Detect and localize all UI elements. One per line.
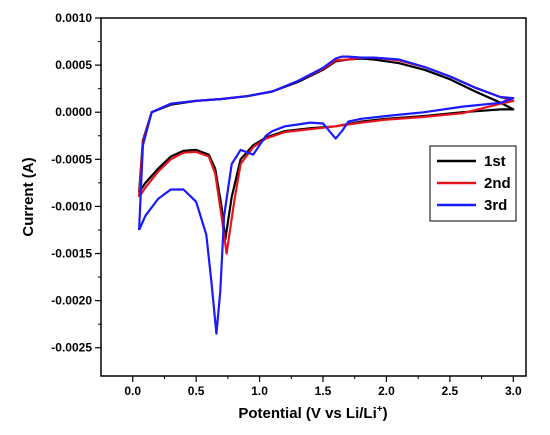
series-line-3 — [138, 55, 515, 335]
y-tick-label: -0.0015 — [51, 247, 92, 261]
y-tick-label: 0.0000 — [55, 105, 92, 119]
y-tick-label: -0.0005 — [51, 152, 92, 166]
legend-label: 2nd — [484, 175, 511, 192]
legend-label: 1st — [484, 153, 506, 170]
x-tick-label: 1.5 — [315, 384, 332, 398]
x-tick-label: 0.0 — [124, 384, 141, 398]
x-tick-label: 3.0 — [505, 384, 522, 398]
y-tick-label: -0.0020 — [51, 294, 92, 308]
y-tick-label: 0.0005 — [55, 58, 92, 72]
x-tick-label: 0.5 — [188, 384, 205, 398]
y-tick-label: -0.0025 — [51, 341, 92, 355]
x-tick-label: 1.0 — [251, 384, 268, 398]
y-tick-label: 0.0010 — [55, 11, 92, 25]
y-axis-ticks: 0.0010 0.0005 0.0000 -0.0005 -0.0010 -0.0015 -… — [51, 11, 101, 355]
legend-label: 3rd — [484, 197, 507, 214]
x-axis-title: Potential (V vs Li/Li+) — [238, 404, 387, 422]
legend: 1st 2nd 3rd — [429, 145, 517, 222]
y-tick-label: -0.0010 — [51, 199, 92, 213]
x-tick-label: 2.5 — [442, 384, 459, 398]
plot-frame — [100, 17, 527, 377]
x-axis-ticks: 0.0 0.5 1.0 1.5 2.0 2.5 3.0 — [124, 376, 522, 398]
x-tick-label: 2.0 — [378, 384, 395, 398]
y-axis-title: Current (A) — [20, 157, 37, 236]
series-layer — [138, 55, 515, 335]
